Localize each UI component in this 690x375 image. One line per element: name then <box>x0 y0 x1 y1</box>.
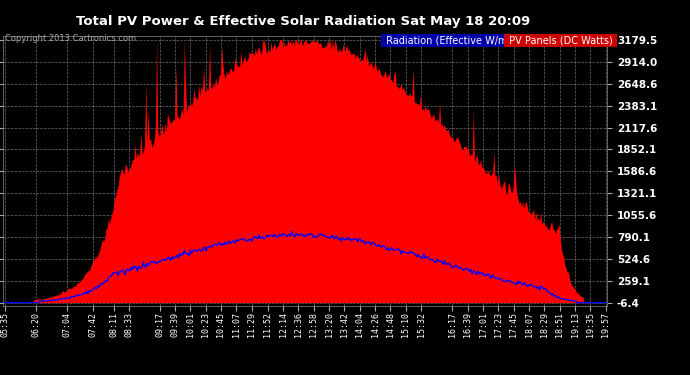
Text: Copyright 2013 Cartronics.com: Copyright 2013 Cartronics.com <box>5 34 136 43</box>
Text: PV Panels (DC Watts): PV Panels (DC Watts) <box>506 36 615 46</box>
Text: Total PV Power & Effective Solar Radiation Sat May 18 20:09: Total PV Power & Effective Solar Radiati… <box>77 15 531 28</box>
Text: Radiation (Effective W/m2): Radiation (Effective W/m2) <box>383 36 520 46</box>
